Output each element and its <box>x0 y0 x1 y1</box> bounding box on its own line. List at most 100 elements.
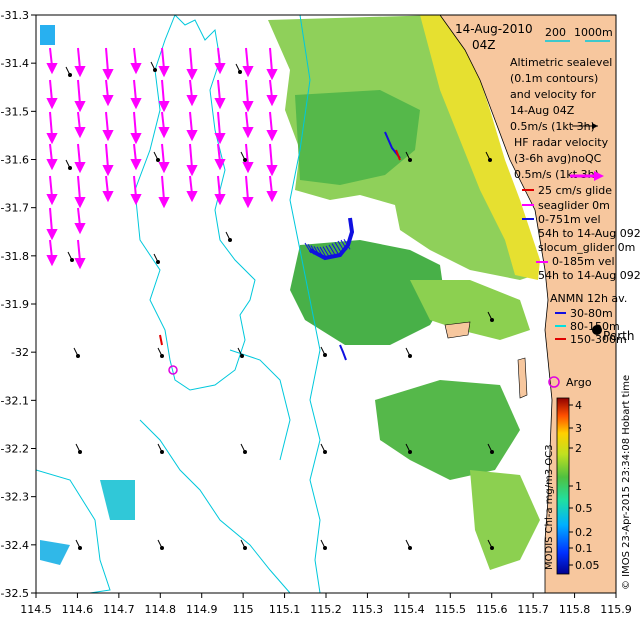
lon-tick-label: 115.5 <box>435 603 467 616</box>
altimetry-arrow <box>242 111 254 139</box>
altimetry-arrow <box>186 79 198 107</box>
altimetry-arrow <box>214 143 226 171</box>
legend-anmn: ANMN 12h av. 30-80m 80-150m 150-300m <box>550 292 627 346</box>
svg-text:0-751m vel: 0-751m vel <box>538 213 601 226</box>
glider-track-tick <box>328 244 336 256</box>
altimetry-arrow <box>46 175 58 206</box>
lat-tick-label: -31.8 <box>1 250 29 263</box>
lon-axis: 114.5 114.6 114.7 114.8 114.9 115 115.1 115.2 11… <box>20 593 632 616</box>
altimetry-arrow <box>102 79 114 107</box>
lon-tick-label: 115.2 <box>310 603 342 616</box>
chlorophyll-patches <box>40 15 540 570</box>
glider-track-tick <box>340 239 348 251</box>
lat-tick-label: -32.4 <box>1 539 29 552</box>
glider-track-tick <box>304 242 312 254</box>
lon-tick-label: 115.8 <box>559 603 591 616</box>
altimetry-arrow <box>266 143 278 177</box>
altimetry-arrow <box>102 143 114 177</box>
legend-hf-radar: HF radar velocity (3-6h avg)noQC 0.5m/s … <box>514 136 609 181</box>
altimetry-arrow <box>46 111 58 145</box>
current-arrow <box>487 539 494 550</box>
altimetry-arrow <box>46 79 58 110</box>
lon-tick-label: 115.1 <box>269 603 301 616</box>
svg-text:0-185m vel: 0-185m vel <box>552 255 615 268</box>
current-arrow <box>225 231 232 242</box>
altimetry-arrow <box>102 111 114 142</box>
scale-label: 200 <box>545 26 566 39</box>
glider-track-tick <box>331 243 339 254</box>
current-arrow <box>485 151 492 162</box>
altimetry-arrow <box>74 143 86 174</box>
chl-patch-cyan-west <box>100 480 135 520</box>
red-mooring-arrow-2 <box>395 149 401 161</box>
colorbar-ticks: 4 3 2 1 0.5 0.2 0.1 0.05 <box>569 399 600 572</box>
current-arrow <box>240 539 247 550</box>
lat-tick-label: -32.1 <box>1 394 29 407</box>
lon-tick-label: 115.4 <box>393 603 425 616</box>
altimetry-arrow <box>130 79 142 110</box>
altimetry-arrow <box>74 47 86 78</box>
altimetry-arrow <box>186 47 198 81</box>
svg-text:HF radar velocity: HF radar velocity <box>514 136 609 149</box>
altimetry-arrow <box>74 111 86 139</box>
chl-patch-central <box>290 240 445 345</box>
altimetry-arrow <box>158 143 170 174</box>
current-arrow <box>153 151 160 162</box>
altimetry-arrow <box>158 47 170 78</box>
svg-text:(0.1m contours): (0.1m contours) <box>510 72 598 85</box>
colorbar-label: MODIS Chl-a mg/m3 OC3 <box>544 444 555 570</box>
altimetry-arrow <box>158 111 170 139</box>
altimetry-arrow <box>186 143 198 177</box>
current-arrow <box>157 539 164 550</box>
svg-text:and velocity for: and velocity for <box>510 88 596 101</box>
lon-tick-label: 114.5 <box>20 603 52 616</box>
altimetry-arrow <box>186 111 198 142</box>
chl-patch-blue-nw <box>40 25 55 45</box>
current-arrow <box>75 539 82 550</box>
current-arrow <box>320 539 327 550</box>
svg-text:54h to 14-Aug 092: 54h to 14-Aug 092 <box>538 269 640 282</box>
altimetry-arrow <box>102 175 114 203</box>
altimetry-arrow <box>242 79 254 113</box>
credit-label: © IMOS 23-Apr-2015 23:34:08 Hobart time <box>621 375 632 590</box>
altimetry-arrow <box>130 47 142 75</box>
altimetry-arrow <box>158 175 170 209</box>
altimetry-arrow <box>130 111 142 145</box>
lon-tick-label: 114.7 <box>103 603 135 616</box>
red-mooring-arrow-1 <box>159 334 163 346</box>
current-arrow <box>67 251 74 262</box>
lat-tick-label: -31.3 <box>1 9 29 22</box>
current-arrow <box>487 443 494 454</box>
lat-tick-label: -31.9 <box>1 298 29 311</box>
lat-axis: -31.3 -31.4 -31.5 -31.6 -31.7 -31.8 -31.9 -32 -3… <box>1 9 36 600</box>
garden-island <box>517 357 528 399</box>
altimetry-arrow <box>74 79 86 113</box>
lon-tick-label: 115.7 <box>517 603 549 616</box>
current-arrow <box>320 346 327 357</box>
chl-patch-mid-green <box>295 90 420 185</box>
altimetry-arrow <box>242 47 254 78</box>
lat-tick-label: -32.2 <box>1 443 29 456</box>
lon-tick-label: 114.9 <box>186 603 218 616</box>
current-arrow <box>405 539 412 550</box>
scale-label-2: 1000m <box>574 26 613 39</box>
altimetry-arrow <box>46 239 58 267</box>
current-arrow <box>237 347 244 358</box>
altimetry-arrow <box>186 175 198 203</box>
lon-tick-label: 114.8 <box>145 603 177 616</box>
altimetry-arrow <box>130 175 142 206</box>
colorbar-tick-label: 0.05 <box>575 559 600 572</box>
altimetry-arrow <box>74 239 86 270</box>
glider-track-ticks <box>304 239 351 258</box>
colorbar-tick-label: 0.1 <box>575 542 593 555</box>
current-arrow <box>235 63 242 74</box>
lat-tick-label: -31.4 <box>1 57 29 70</box>
lat-tick-label: -31.7 <box>1 202 29 215</box>
argo-legend-label: Argo <box>566 376 592 389</box>
current-arrow <box>157 347 164 358</box>
lat-tick-label: -31.5 <box>1 105 29 118</box>
svg-text:(3-6h avg)noQC: (3-6h avg)noQC <box>514 152 602 165</box>
current-arrow <box>75 443 82 454</box>
chl-patch-central-edge <box>410 280 530 340</box>
